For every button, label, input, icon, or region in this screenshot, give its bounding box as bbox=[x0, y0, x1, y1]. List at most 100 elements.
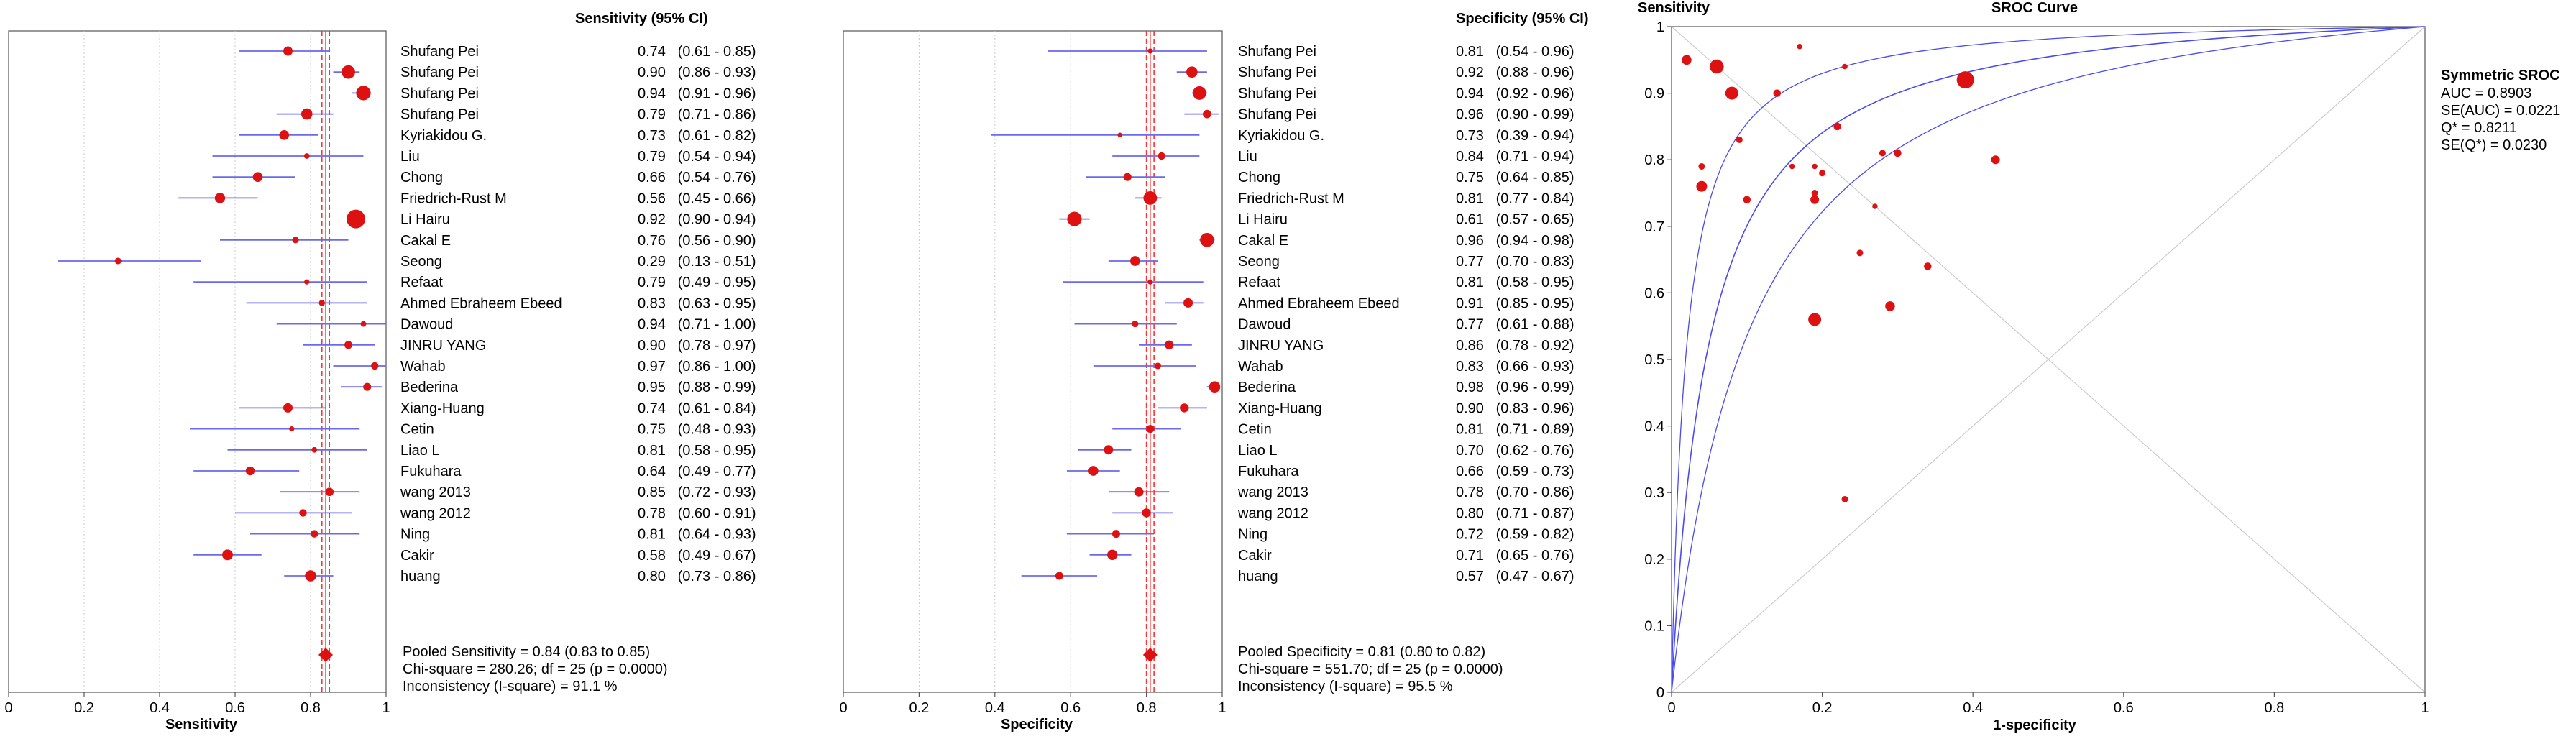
specificity-study-name: Liao L bbox=[1238, 443, 1278, 459]
sensitivity-study-ci-text: 0.75 (0.48 - 0.93) bbox=[638, 422, 756, 438]
specificity-study-name: Cakir bbox=[1238, 548, 1272, 564]
sensitivity-study-point bbox=[305, 570, 316, 582]
specificity-study-point bbox=[1158, 152, 1165, 160]
sensitivity-study-point bbox=[303, 153, 310, 159]
specificity-study-ci-text: 0.90 (0.83 - 0.96) bbox=[1456, 400, 1575, 416]
pooled-specificity-text: Pooled Specificity = 0.81 (0.80 to 0.82) bbox=[1238, 644, 1485, 660]
specificity-study-point bbox=[1142, 508, 1151, 518]
sroc-study-point bbox=[1879, 150, 1886, 157]
sroc-y-tick-label: 0.9 bbox=[1644, 86, 1664, 102]
specificity-study-point bbox=[1107, 549, 1118, 560]
specificity-study-name: Shufang Pei bbox=[1238, 86, 1316, 101]
sensitivity-x-tick-label: 1 bbox=[382, 700, 390, 716]
specificity-study-ci-text: 0.96 (0.94 - 0.98) bbox=[1456, 233, 1575, 249]
specificity-study-point bbox=[1165, 340, 1174, 349]
specificity-study-point bbox=[1186, 66, 1198, 78]
sroc-study-point bbox=[1885, 301, 1895, 311]
sroc-y-tick-label: 0.6 bbox=[1644, 285, 1664, 301]
sroc-se-q-star-text: SE(Q*) = 0.0230 bbox=[2441, 137, 2547, 153]
sensitivity-x-tick-label: 0.4 bbox=[150, 700, 170, 716]
sensitivity-study-name: Liao L bbox=[400, 443, 440, 459]
sroc-study-point bbox=[1856, 249, 1864, 257]
specificity-study-name: wang 2012 bbox=[1237, 505, 1308, 521]
sensitivity-study-name: Ning bbox=[400, 527, 430, 543]
sroc-study-point bbox=[1682, 55, 1692, 65]
sensitivity-study-point bbox=[245, 466, 255, 476]
sensitivity-study-name: Cetin bbox=[400, 422, 434, 438]
sensitivity-study-point bbox=[304, 279, 310, 285]
sroc-study-point bbox=[1833, 122, 1841, 131]
specificity-study-point bbox=[1192, 86, 1206, 100]
specificity-study-name: wang 2013 bbox=[1237, 485, 1308, 500]
sroc-upper-ci-curve bbox=[1671, 26, 2425, 679]
sroc-study-point bbox=[1743, 196, 1751, 204]
specificity-forest-plot: Specificity (95% CI) Pooled Specificity … bbox=[839, 11, 1588, 733]
sensitivity-study-name: Ahmed Ebraheem Ebeed bbox=[400, 295, 562, 311]
specificity-study-name: Shufang Pei bbox=[1238, 107, 1316, 123]
sensitivity-study-name: Refaat bbox=[400, 275, 443, 290]
sensitivity-study-ci-text: 0.95 (0.88 - 0.99) bbox=[638, 380, 756, 395]
sensitivity-study-point bbox=[318, 300, 325, 306]
sensitivity-plot-frame bbox=[8, 30, 387, 693]
specificity-study-point bbox=[1134, 487, 1144, 497]
sensitivity-study-ci-text: 0.81 (0.64 - 0.93) bbox=[638, 527, 756, 543]
sensitivity-study-name: Shufang Pei bbox=[400, 65, 479, 81]
specificity-study-name: Chong bbox=[1238, 170, 1280, 185]
specificity-study-name: Li Hairu bbox=[1238, 212, 1288, 228]
sensitivity-study-point bbox=[299, 509, 307, 517]
sensitivity-study-point bbox=[363, 382, 372, 391]
sroc-q-star-text: Q* = 0.8211 bbox=[2441, 120, 2517, 136]
sroc-y-tick-label: 0.2 bbox=[1644, 552, 1664, 568]
specificity-study-point bbox=[1183, 298, 1193, 308]
sensitivity-study-name: JINRU YANG bbox=[400, 338, 486, 354]
sroc-y-tick-label: 0 bbox=[1656, 685, 1664, 701]
sroc-study-point bbox=[1812, 163, 1818, 170]
specificity-study-ci-text: 0.84 (0.71 - 0.94) bbox=[1456, 149, 1575, 165]
sroc-x-tick-label: 0.4 bbox=[1963, 700, 1983, 716]
sensitivity-study-point bbox=[344, 341, 353, 349]
sensitivity-study-point bbox=[311, 530, 318, 538]
specificity-x-tick-label: 0.6 bbox=[1060, 700, 1081, 716]
sensitivity-study-name: Shufang Pei bbox=[400, 107, 479, 123]
sensitivity-study-point bbox=[114, 257, 122, 265]
specificity-study-ci-text: 0.96 (0.90 - 0.99) bbox=[1456, 107, 1575, 123]
specificity-study-name: Shufang Pei bbox=[1238, 65, 1316, 81]
sensitivity-study-ci-text: 0.73 (0.61 - 0.82) bbox=[638, 128, 756, 144]
specificity-study-ci-text: 0.81 (0.54 - 0.96) bbox=[1456, 44, 1575, 60]
sensitivity-study-ci-text: 0.66 (0.54 - 0.76) bbox=[638, 170, 756, 185]
specificity-study-ci-text: 0.81 (0.77 - 0.84) bbox=[1456, 191, 1575, 206]
sensitivity-x-axis-label: Sensitivity bbox=[165, 717, 238, 733]
sroc-study-point bbox=[1811, 190, 1818, 196]
sensitivity-study-ci-text: 0.80 (0.73 - 0.86) bbox=[638, 569, 756, 584]
specificity-plot-frame bbox=[843, 30, 1223, 693]
sroc-y-tick-label: 0.3 bbox=[1644, 485, 1664, 501]
specificity-x-tick-label: 0 bbox=[839, 700, 847, 716]
sroc-x-tick-label: 0.8 bbox=[2264, 700, 2284, 716]
pooled-sensitivity-text: Pooled Sensitivity = 0.84 (0.83 to 0.85) bbox=[403, 644, 650, 660]
sroc-study-point bbox=[1710, 59, 1724, 74]
sensitivity-study-name: wang 2013 bbox=[400, 485, 471, 500]
sroc-y-tick-label: 0.8 bbox=[1644, 152, 1664, 168]
specificity-study-name: Dawoud bbox=[1238, 317, 1291, 333]
sensitivity-study-name: Cakal E bbox=[400, 233, 451, 249]
sroc-symmetry-diagonal bbox=[1671, 26, 2426, 693]
sensitivity-study-name: Bederina bbox=[400, 380, 459, 395]
specificity-study-ci-text: 0.92 (0.88 - 0.96) bbox=[1456, 65, 1575, 81]
specificity-study-point bbox=[1111, 530, 1120, 538]
sensitivity-study-point bbox=[347, 209, 365, 229]
sensitivity-column-header: Sensitivity (95% CI) bbox=[575, 11, 708, 27]
sroc-legend-title: Symmetric SROC bbox=[2441, 68, 2560, 83]
sroc-y-tick-label: 0.1 bbox=[1644, 618, 1664, 634]
sensitivity-study-name: Xiang-Huang bbox=[400, 400, 485, 416]
sroc-y-tick-label: 0.7 bbox=[1644, 219, 1664, 235]
specificity-study-name: Seong bbox=[1238, 254, 1280, 270]
sensitivity-study-ci-text: 0.94 (0.91 - 0.96) bbox=[638, 86, 756, 101]
specificity-study-name: Xiang-Huang bbox=[1238, 400, 1322, 416]
sensitivity-study-ci-text: 0.92 (0.90 - 0.94) bbox=[638, 212, 756, 228]
sensitivity-study-ci-text: 0.56 (0.45 - 0.66) bbox=[638, 191, 756, 206]
sensitivity-study-point bbox=[222, 549, 233, 561]
specificity-x-tick-label: 1 bbox=[1218, 700, 1226, 716]
specificity-study-ci-text: 0.77 (0.70 - 0.83) bbox=[1456, 254, 1575, 270]
specificity-study-name: Bederina bbox=[1238, 380, 1296, 395]
sroc-study-point bbox=[1696, 180, 1708, 192]
